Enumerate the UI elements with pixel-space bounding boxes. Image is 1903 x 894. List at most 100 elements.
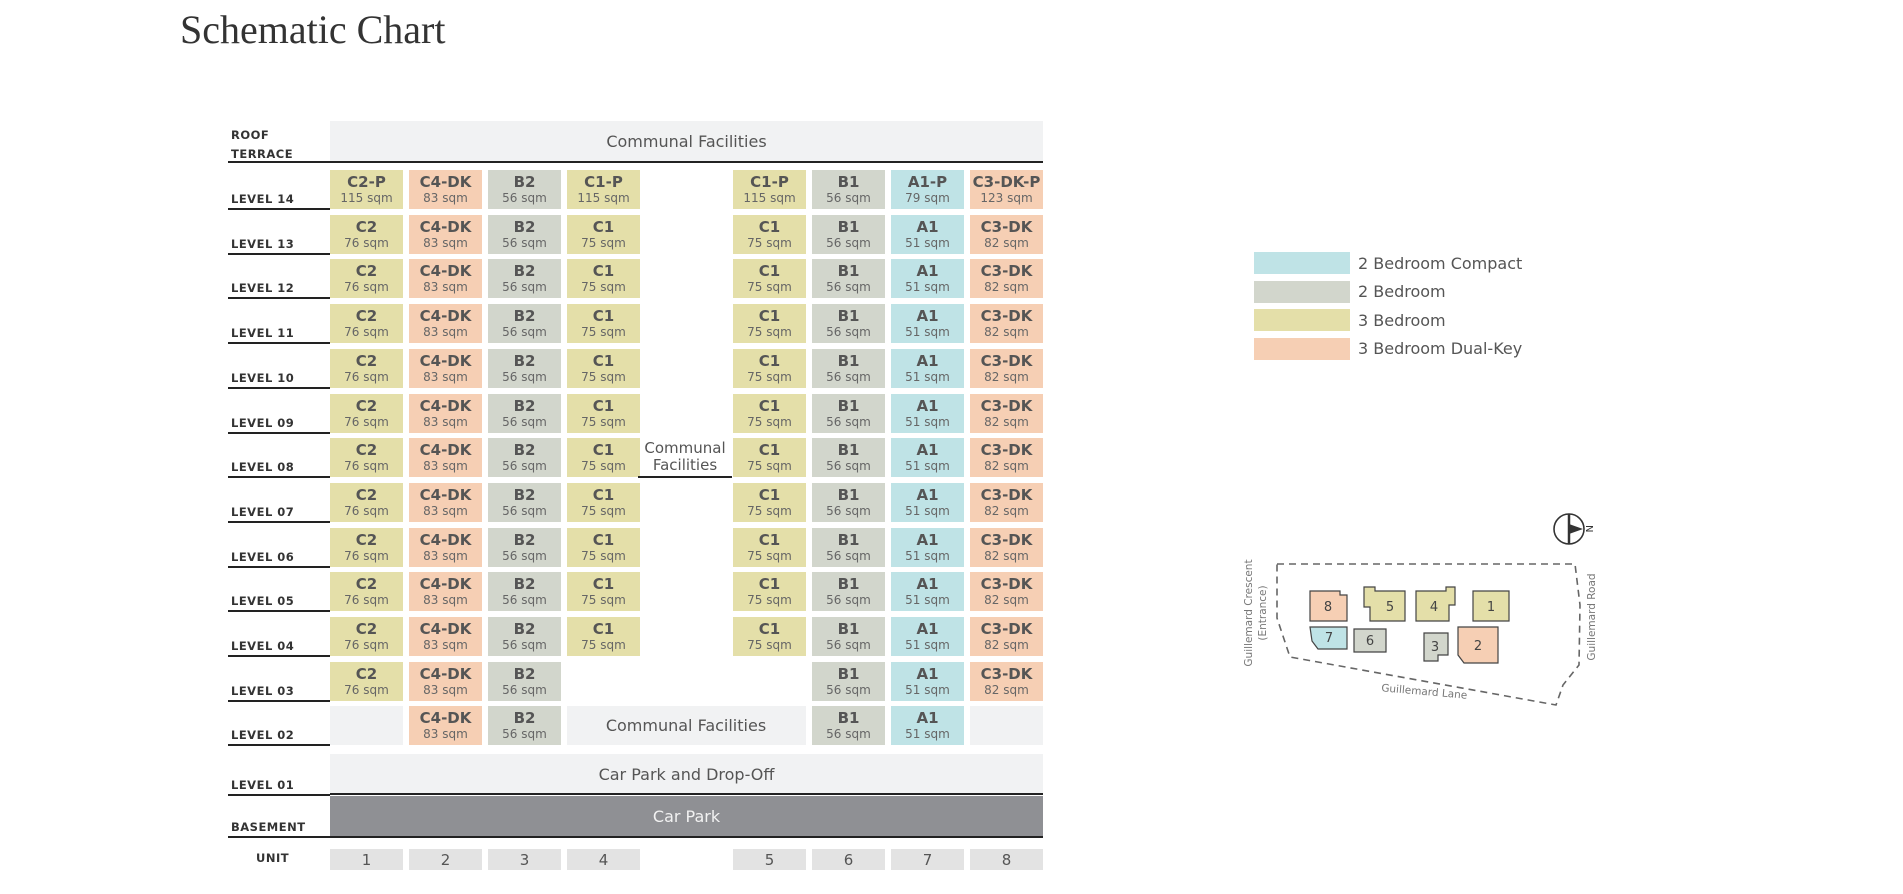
level-label-roof-terrace: ROOF TERRACE [231,128,294,161]
unit-cell [330,706,403,746]
unit-area: 51 sqm [905,235,950,250]
unit-type-code: C4-DK [419,351,472,370]
unit-area: 76 sqm [344,503,389,518]
legend-label: 3 Bedroom [1358,310,1446,330]
unit-cell: C1 75 sqm [567,348,640,388]
unit-cell: C1 75 sqm [733,572,806,612]
unit-cell: C1 75 sqm [567,527,640,567]
unit-area: 51 sqm [905,682,950,697]
unit-cell: C2 76 sqm [330,259,403,299]
unit-type-code: C1 [758,262,781,281]
unit-cell: B1 56 sqm [812,259,885,299]
unit-area: 83 sqm [423,459,468,474]
site-boundary [1276,563,1581,706]
unit-type-code: C1-P [750,173,789,191]
unit-cell: C2 76 sqm [330,617,403,656]
unit-type-code: C4-DK [419,530,472,549]
level-underline [228,655,330,657]
unit-area: 75 sqm [747,593,792,608]
unit-cell: C2 76 sqm [330,393,403,433]
unit-type-code: C1-P [584,173,623,191]
unit-type-code: C2 [355,620,378,638]
unit-area: 75 sqm [747,235,792,250]
level-label-01: LEVEL 01 [231,778,295,792]
block-7 [1309,626,1348,650]
unit-area: 75 sqm [581,325,626,340]
unit-cell: C3-DK 82 sqm [970,572,1043,612]
unit-type-code: A1 [916,485,939,504]
unit-cell: C2 76 sqm [330,438,403,478]
level-underline [228,610,330,613]
unit-type-code: A1 [916,396,939,415]
unit-type-code: C1 [592,530,615,549]
unit-type-code: C4-DK [419,709,472,728]
block-label: 6 [1366,634,1374,649]
unit-cell: C2 76 sqm [330,527,403,567]
unit-type-code: C3-DK-P [972,173,1041,191]
unit-cell: C4-DK 83 sqm [409,482,482,522]
block-1 [1472,590,1510,622]
unit-type-code: C1 [758,485,781,504]
unit-type-code: B1 [837,173,860,191]
unit-cell: C4-DK 83 sqm [409,170,482,209]
unit-cell: C1-P 115 sqm [733,170,806,209]
unit-cell: B2 56 sqm [488,572,561,612]
unit-cell: B1 56 sqm [812,170,885,209]
unit-cell: C1 75 sqm [567,617,640,656]
level01-divider [330,793,1043,795]
level-label: LEVEL 11 [231,326,295,341]
unit-cell: A1 51 sqm [891,348,964,388]
unit-type-code: C4-DK [419,217,472,236]
unit-area: 56 sqm [502,638,547,652]
unit-area: 56 sqm [826,727,871,742]
unit-cell: B2 56 sqm [488,617,561,656]
unit-area: 75 sqm [747,325,792,340]
legend-swatch [1254,280,1350,303]
unit-area: 82 sqm [984,280,1029,295]
legend-swatch [1254,337,1350,360]
unit-type-code: C3-DK [980,575,1033,594]
unit-type-code: B2 [513,441,536,460]
unit-type-code: C3-DK [980,217,1033,236]
level-underline [228,431,330,434]
unit-type-code: B1 [837,530,860,549]
unit-cell: A1 51 sqm [891,617,964,656]
unit-cell: B2 56 sqm [488,438,561,478]
unit-number: 8 [970,849,1043,870]
unit-area: 56 sqm [502,414,547,429]
unit-area: 56 sqm [502,235,547,250]
unit-area: 75 sqm [747,548,792,563]
unit-type-code: B2 [513,709,536,728]
unit-area: 82 sqm [984,459,1029,474]
schematic-chart: ROOF TERRACE Communal Facilities LEVEL 14 C… [228,121,1043,870]
unit-type-code: C2 [355,262,378,281]
unit-type-code: B2 [513,262,536,281]
unit-cell: B1 56 sqm [812,393,885,433]
unit-type-code: A1 [916,664,939,683]
unit-area: 75 sqm [747,459,792,474]
level01-car-park-drop-off: Car Park and Drop-Off [330,754,1043,794]
level-underline [228,794,330,796]
unit-cell: C3-DK 82 sqm [970,661,1043,701]
level-underline [228,208,330,210]
unit-type-code: B1 [837,307,860,326]
level-underline [228,386,330,389]
unit-cell: B1 56 sqm [812,706,885,746]
unit-area: 75 sqm [747,280,792,295]
unit-type-code: B1 [837,575,860,594]
unit-cell: C3-DK 82 sqm [970,348,1043,388]
roof-divider [228,161,1043,163]
unit-area: 76 sqm [344,325,389,340]
unit-type-code: C1 [758,307,781,326]
unit-cell: B2 56 sqm [488,348,561,388]
unit-area: 75 sqm [581,503,626,518]
unit-area: 56 sqm [826,369,871,384]
unit-cell: C1 75 sqm [733,393,806,433]
level-label-basement: BASEMENT [231,820,306,834]
unit-cell: B2 56 sqm [488,393,561,433]
unit-area: 75 sqm [747,414,792,429]
unit-row-label: UNIT [256,851,290,865]
unit-area: 75 sqm [581,369,626,384]
level-label: LEVEL 03 [231,683,295,698]
unit-area: 83 sqm [423,503,468,518]
